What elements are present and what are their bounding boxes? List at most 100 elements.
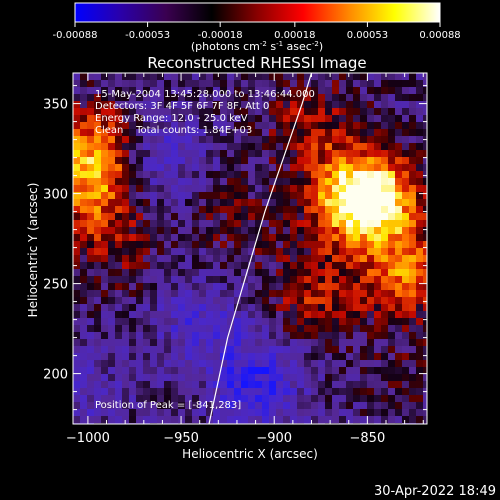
- heatmap-cell: [416, 94, 424, 102]
- heatmap-cell: [283, 136, 291, 144]
- heatmap-cell: [122, 402, 130, 410]
- heatmap-cell: [269, 262, 277, 270]
- heatmap-cell: [206, 136, 214, 144]
- heatmap-cell: [353, 283, 361, 291]
- heatmap-cell: [192, 220, 200, 228]
- heatmap-cell: [353, 262, 361, 270]
- heatmap-cell: [332, 213, 340, 221]
- heatmap-cell: [227, 374, 235, 382]
- heatmap-cell: [290, 395, 298, 403]
- heatmap-cell: [115, 73, 123, 81]
- heatmap-cell: [199, 402, 207, 410]
- heatmap-cell: [129, 353, 137, 361]
- heatmap-cell: [262, 73, 270, 81]
- heatmap-cell: [290, 157, 298, 165]
- heatmap-cell: [213, 360, 221, 368]
- heatmap-cell: [157, 374, 165, 382]
- heatmap-cell: [185, 199, 193, 207]
- heatmap-cell: [206, 374, 214, 382]
- heatmap-cell: [87, 360, 95, 368]
- heatmap-cell: [367, 101, 375, 109]
- heatmap-cell: [395, 297, 403, 305]
- heatmap-cell: [199, 73, 207, 81]
- heatmap-cell: [164, 325, 172, 333]
- heatmap-cell: [423, 129, 427, 137]
- heatmap-cell: [416, 108, 424, 116]
- heatmap-cell: [171, 192, 179, 200]
- heatmap-cell: [381, 395, 389, 403]
- heatmap-cell: [395, 402, 403, 410]
- heatmap-cell: [80, 367, 88, 375]
- heatmap-cell: [129, 339, 137, 347]
- heatmap-cell: [185, 220, 193, 228]
- heatmap-cell: [332, 367, 340, 375]
- heatmap-cell: [129, 290, 137, 298]
- heatmap-cell: [409, 220, 417, 228]
- heatmap-cell: [157, 129, 165, 137]
- heatmap-cell: [290, 136, 298, 144]
- heatmap-cell: [311, 395, 319, 403]
- heatmap-cell: [206, 339, 214, 347]
- heatmap-cell: [185, 101, 193, 109]
- colorbar: [74, 2, 441, 23]
- heatmap-cell: [276, 73, 284, 81]
- heatmap-cell: [416, 171, 424, 179]
- heatmap-cell: [332, 157, 340, 165]
- heatmap-cell: [227, 80, 235, 88]
- heatmap-cell: [227, 402, 235, 410]
- heatmap-cell: [346, 325, 354, 333]
- heatmap-cell: [332, 178, 340, 186]
- heatmap-cell: [409, 318, 417, 326]
- heatmap-cell: [255, 311, 263, 319]
- heatmap-cell: [122, 143, 130, 151]
- heatmap-cell: [80, 192, 88, 200]
- heatmap-cell: [199, 297, 207, 305]
- heatmap-cell: [360, 171, 368, 179]
- heatmap-cell: [206, 73, 214, 81]
- heatmap-cell: [325, 304, 333, 312]
- heatmap-cell: [94, 395, 102, 403]
- heatmap-cell: [157, 325, 165, 333]
- heatmap-cell: [199, 115, 207, 123]
- heatmap-cell: [164, 157, 172, 165]
- heatmap-cell: [269, 192, 277, 200]
- heatmap-cell: [206, 241, 214, 249]
- heatmap-cell: [157, 80, 165, 88]
- heatmap-cell: [227, 346, 235, 354]
- heatmap-cell: [115, 311, 123, 319]
- heatmap-cell: [157, 122, 165, 130]
- heatmap-cell: [150, 248, 158, 256]
- heatmap-cell: [283, 199, 291, 207]
- heatmap-cell: [290, 297, 298, 305]
- heatmap-cell: [255, 248, 263, 256]
- heatmap-cell: [234, 290, 242, 298]
- heatmap-cell: [262, 409, 270, 417]
- heatmap-cell: [94, 185, 102, 193]
- heatmap-cell: [339, 346, 347, 354]
- heatmap-cell: [374, 164, 382, 172]
- heatmap-cell: [206, 171, 214, 179]
- heatmap-cell: [262, 213, 270, 221]
- heatmap-cell: [332, 101, 340, 109]
- heatmap-cell: [178, 143, 186, 151]
- heatmap-cell: [157, 199, 165, 207]
- heatmap-cell: [178, 269, 186, 277]
- heatmap-cell: [381, 234, 389, 242]
- heatmap-cell: [234, 178, 242, 186]
- colorbar-unit: (photons cm-2 s-1 asec-2): [191, 40, 323, 53]
- heatmap-cell: [157, 318, 165, 326]
- heatmap-cell: [269, 311, 277, 319]
- y-tick-label: 300: [43, 188, 68, 203]
- heatmap-cell: [269, 416, 277, 424]
- heatmap-cell: [220, 304, 228, 312]
- heatmap-cell: [325, 115, 333, 123]
- heatmap-cell: [395, 346, 403, 354]
- heatmap-cell: [241, 304, 249, 312]
- heatmap-cell: [213, 381, 221, 389]
- heatmap-cell: [80, 304, 88, 312]
- heatmap-cell: [318, 297, 326, 305]
- y-tick-label: 250: [43, 278, 68, 293]
- heatmap-cell: [227, 157, 235, 165]
- heatmap-cell: [115, 122, 123, 130]
- heatmap-cell: [395, 206, 403, 214]
